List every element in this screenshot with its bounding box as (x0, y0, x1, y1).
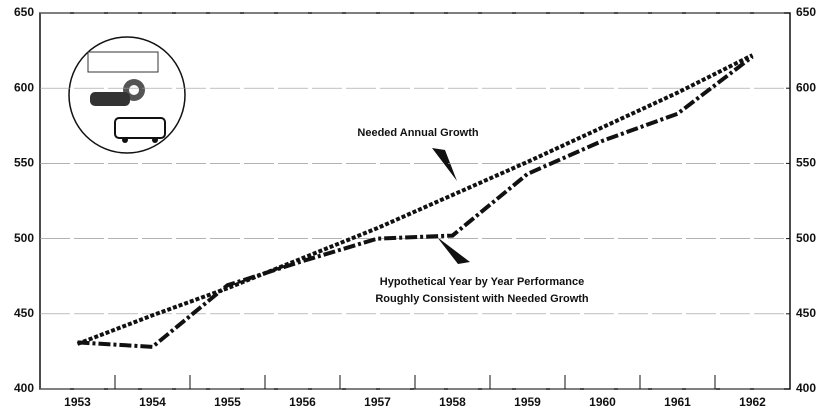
y2-tick-label: 450 (796, 306, 816, 320)
y2-tick-label: 600 (796, 80, 816, 94)
x-tick-label: 1956 (289, 395, 316, 409)
illustration (69, 37, 185, 153)
y-tick-label: 650 (14, 5, 34, 19)
x-tick-label: 1954 (139, 395, 166, 409)
x-tick-label: 1962 (739, 395, 766, 409)
y-tick-label: 400 (14, 381, 34, 395)
x-tick-label: 1953 (64, 395, 91, 409)
y-tick-label: 500 (14, 231, 34, 245)
x-tick-label: 1960 (589, 395, 616, 409)
annotation: Hypothetical Year by Year Performance (380, 276, 584, 288)
y2-tick-label: 400 (796, 381, 816, 395)
y-tick-label: 450 (14, 306, 34, 320)
y2-tick-label: 500 (796, 231, 816, 245)
annotation: Roughly Consistent with Needed Growth (375, 293, 589, 305)
x-tick-label: 1959 (514, 395, 541, 409)
arrow (437, 237, 470, 264)
x-tick-label: 1958 (439, 395, 466, 409)
y2-tick-label: 650 (796, 5, 816, 19)
chart: Needed Annual Growth Hypothetical Year b… (0, 0, 822, 412)
annotation: Needed Annual Growth (357, 127, 478, 139)
y-tick-label: 600 (14, 80, 34, 94)
x-tick-label: 1961 (664, 395, 691, 409)
x-tick-label: 1955 (214, 395, 241, 409)
x-tick-label: 1957 (364, 395, 391, 409)
y-tick-label: 550 (14, 156, 34, 170)
y2-tick-label: 550 (796, 156, 816, 170)
arrow (432, 148, 457, 181)
